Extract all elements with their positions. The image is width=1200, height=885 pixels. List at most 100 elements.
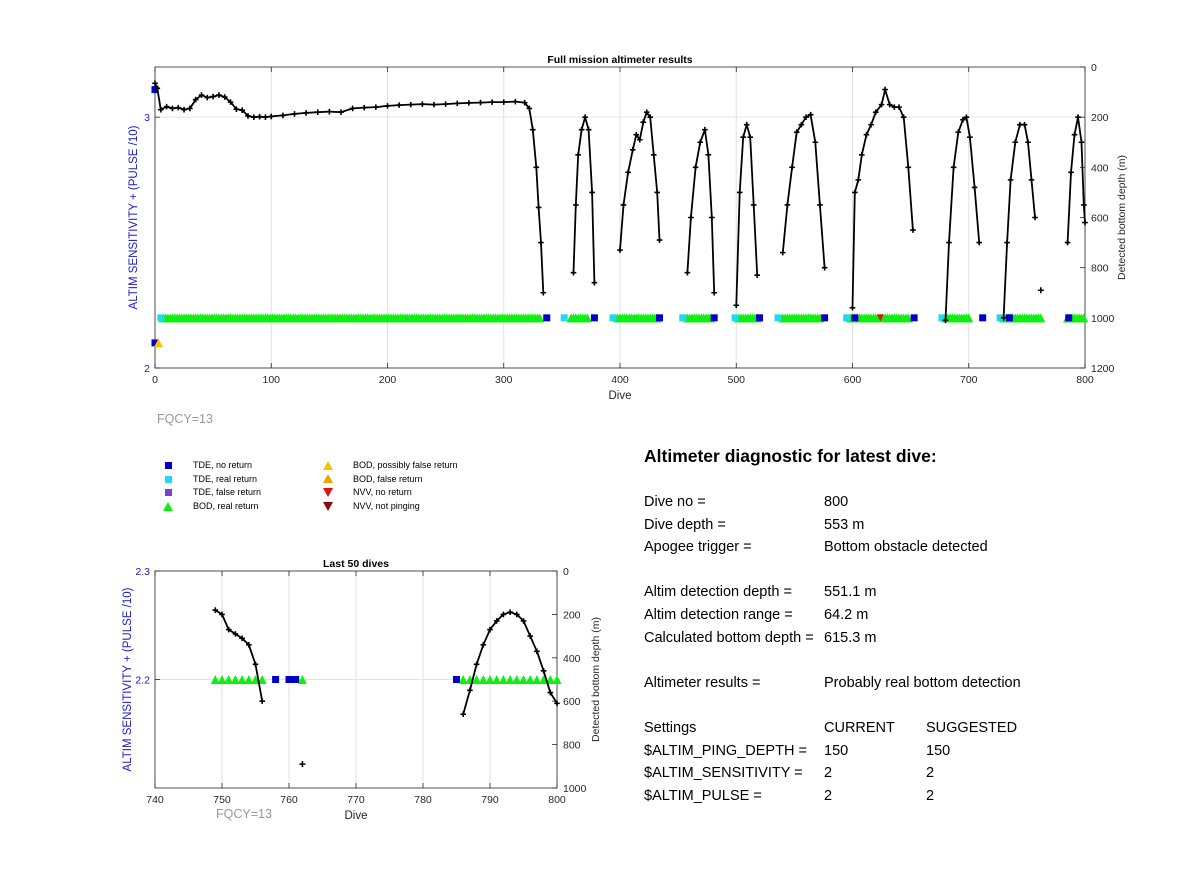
depth-marker [575,151,581,158]
tde-no-marker [656,314,664,322]
legend-item: BOD, possibly false return [320,458,458,472]
legend-item: TDE, false return [160,485,261,499]
pulse-label: $ALTIM_PULSE = [644,787,762,804]
depth-marker [533,164,540,171]
legend-label: TDE, real return [193,473,258,484]
depth-marker [1064,239,1071,246]
depth-marker [570,269,577,276]
bod-real-marker [257,675,267,684]
legend-item: TDE, no return [160,458,252,472]
tde-no-marker [756,314,763,322]
tde-real-marker [560,314,568,322]
depth-marker [1012,139,1019,146]
diagnostic-title: Altimeter diagnostic for latest dive: [644,446,937,466]
bod-real-marker [458,675,468,684]
legend-label: BOD, false return [353,473,423,484]
y-right-tick-label: 600 [1091,213,1109,225]
depth-marker [702,126,708,133]
x-tick-label: 300 [495,374,513,386]
depth-marker [976,239,983,246]
legend-item: BOD, false return [320,472,423,486]
depth-marker [187,105,193,112]
tde-real-marker [843,314,851,322]
y-right-axis-label: Detected bottom depth (m) [1116,155,1128,280]
legend-label: TDE, no return [193,460,253,470]
x-tick-label: 200 [379,374,397,386]
depth-marker [349,105,356,112]
depth-marker [512,98,519,105]
depth-marker [259,698,265,704]
legend-marker-icon [160,487,176,497]
tde-no-marker [272,676,280,683]
depth-marker [697,139,704,146]
depth-marker [798,121,805,128]
legend-item: NVV, no return [320,485,412,499]
tde-real-marker [679,314,687,322]
depth-marker [812,139,819,146]
depth-marker [256,113,263,120]
tde-no-marker [151,86,159,94]
depth-marker [493,618,500,624]
y-right-tick-label: 400 [563,653,581,665]
depth-marker [291,111,298,117]
depth-marker [181,106,187,113]
legend-label: TDE, false return [193,487,262,498]
depth-marker [507,609,513,616]
depth-marker [789,164,795,171]
depth-marker [487,626,493,633]
depth-marker [705,151,712,158]
x-tick-label: 750 [213,794,231,806]
depth-marker [960,116,966,123]
x-tick-label: 800 [548,794,566,806]
depth-marker [521,99,528,106]
depth-marker [540,668,547,674]
depth-marker [747,134,753,141]
depth-marker [384,103,391,109]
depth-marker [454,100,461,107]
bod-real-marker [535,313,545,323]
depth-marker [946,239,952,246]
depth-marker [910,227,916,233]
depth-marker [467,687,473,694]
y-right-tick-label: 800 [1091,263,1109,275]
apogee-value: Bottom obstacle detected [824,539,988,556]
depth-marker-isolated [1037,287,1044,294]
depth-marker [280,112,286,119]
bod-real-marker [545,675,555,684]
y-left-axis-label: ALTIM SENSITIVITY + (PULSE /10) [128,125,140,309]
depth-marker [803,114,809,120]
tde-real-marker [938,314,946,322]
depth-marker [625,169,631,176]
depth-marker [692,164,699,171]
depth-marker [419,101,426,107]
depth-marker [1000,315,1007,321]
dive-no-label: Dive no = [644,494,706,510]
depth-marker [684,269,691,276]
pulse-row: $ALTIM_PULSE = 2 2 [644,788,1164,811]
y-right-tick-label: 400 [1091,162,1109,174]
chart-title: Full mission altimeter results [547,54,692,66]
y-right-tick-label: 1000 [1091,313,1115,325]
depth-marker [872,109,879,115]
depth-marker [232,631,239,637]
bod-real-marker [485,675,495,684]
bod-real-marker [512,675,522,684]
bod-real-marker [539,675,549,684]
depth-marker [963,114,970,120]
ping-depth-current: 150 [824,742,849,759]
depth-marker [169,105,176,112]
depth-marker [520,618,527,624]
depth-marker [1004,239,1010,246]
depth-marker [540,289,547,296]
x-tick-label: 790 [481,794,499,806]
dive-depth-value: 553 m [824,516,865,533]
depth-marker [643,109,650,115]
legend-marker-icon [320,460,336,471]
depth-marker [573,202,579,208]
calc-depth-value: 615.3 m [824,629,877,646]
results-value: Probably real bottom detection [824,674,1021,691]
depth-marker [554,700,560,707]
depth-marker [578,126,585,133]
depth-marker [154,85,161,92]
bod-real-marker [492,675,502,684]
